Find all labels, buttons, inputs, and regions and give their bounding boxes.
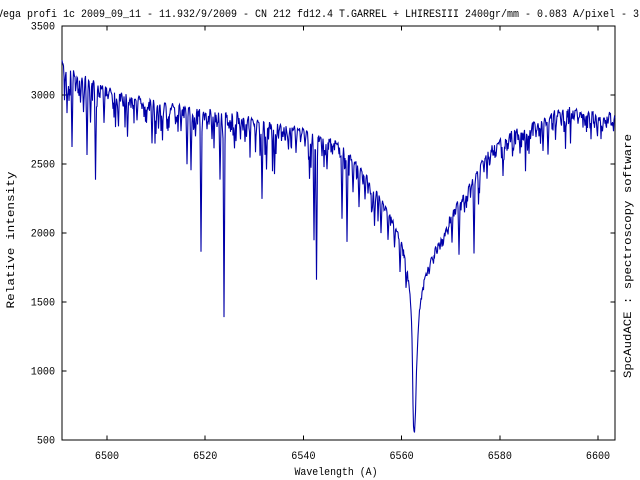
- svg-text:2000: 2000: [31, 228, 55, 240]
- svg-text:2500: 2500: [31, 159, 55, 171]
- svg-text:6500: 6500: [95, 451, 119, 463]
- svg-text:500: 500: [37, 435, 55, 447]
- svg-text:6540: 6540: [291, 451, 315, 463]
- svg-text:1000: 1000: [31, 366, 55, 378]
- svg-text:SpcAudACE : spectroscopy softw: SpcAudACE : spectroscopy software: [623, 134, 635, 378]
- svg-text:Wavelength (A): Wavelength (A): [295, 467, 378, 479]
- svg-text:6580: 6580: [488, 451, 512, 463]
- svg-text:3000: 3000: [31, 91, 55, 103]
- svg-text:6520: 6520: [193, 451, 217, 463]
- svg-text:Relative intensity: Relative intensity: [6, 171, 18, 308]
- svg-text:Vega profi 1c 2009_09_11 - 11.: Vega profi 1c 2009_09_11 - 11.932/9/2009…: [0, 9, 639, 21]
- svg-text:6560: 6560: [390, 451, 414, 463]
- svg-text:1500: 1500: [31, 297, 55, 309]
- svg-text:3500: 3500: [31, 22, 55, 34]
- svg-text:6600: 6600: [586, 451, 610, 463]
